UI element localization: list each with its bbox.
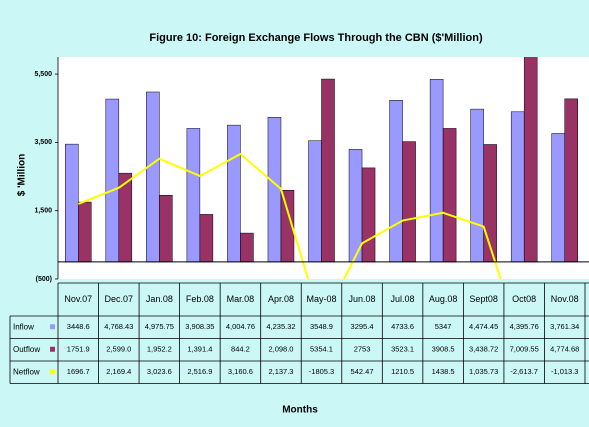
table-value: 3,023.6 [147, 367, 172, 376]
bar [564, 98, 578, 263]
table-value: 542.47 [351, 367, 374, 376]
bar [78, 201, 92, 263]
bar [551, 133, 565, 263]
bar [240, 232, 254, 263]
bar [65, 143, 79, 263]
bar [510, 111, 525, 263]
table-value: 4733.6 [391, 322, 414, 331]
x-tick-label: Jul.08 [391, 294, 415, 304]
table-value: 3448.6 [67, 322, 90, 331]
x-axis-title: Months [282, 405, 318, 416]
table-value: 4,768.43 [104, 322, 133, 331]
table-value: 1,035.73 [469, 367, 498, 376]
x-tick-label: Oct08 [512, 294, 536, 304]
table-value: 1751.9 [67, 345, 90, 354]
table-value: 2,169.4 [106, 367, 131, 376]
x-tick-label: Feb.08 [186, 294, 214, 304]
legend-label: Netflow [13, 367, 40, 376]
y-tick-label: (500) [36, 276, 52, 283]
bar [523, 57, 538, 263]
bar [442, 128, 457, 263]
table-value: 4,395.76 [510, 322, 539, 331]
x-tick-label: Aug.08 [429, 294, 458, 304]
table-value: 3,160.6 [228, 367, 253, 376]
table-value: 1696.7 [67, 367, 90, 376]
legend-key [50, 346, 55, 352]
legend-key [50, 324, 55, 330]
bar [308, 140, 322, 263]
table-value: 1,952.2 [147, 345, 172, 354]
table-value: 3,438.72 [469, 345, 498, 354]
x-tick-label: Jan.08 [146, 294, 173, 304]
table-value: 2,098.0 [268, 345, 293, 354]
bar [361, 167, 376, 263]
table-value: 2753 [354, 345, 371, 354]
table-value: 5347 [435, 322, 452, 331]
line [77, 152, 502, 279]
table-value: 3523.1 [391, 345, 414, 354]
y-tick-label: 1,500 [34, 208, 52, 215]
x-tick-label: Jun.08 [349, 294, 376, 304]
x-tick-label: Apr.08 [268, 294, 294, 304]
table-value: 844.2 [231, 345, 250, 354]
bar [429, 79, 444, 263]
table-value: 4,004.76 [226, 322, 255, 331]
bar [470, 108, 484, 263]
table-value: 2,137.3 [268, 367, 293, 376]
y-tick-label: 3,500 [34, 139, 52, 146]
bar [146, 91, 160, 263]
x-tick-label: Dec.07 [105, 294, 134, 304]
table-value: -2,613.7 [510, 367, 538, 376]
table-value: 4,235.32 [266, 322, 295, 331]
y-axis-title: $ 'Million [17, 154, 28, 196]
x-tick-label: May-08 [306, 294, 336, 304]
table-value: 4,774.68 [550, 345, 579, 354]
table-value: 3908.5 [432, 345, 455, 354]
table-value: 2,516.9 [187, 367, 212, 376]
bar [105, 98, 120, 263]
table-value: 7,009.55 [510, 345, 539, 354]
table-value: 4,975.75 [145, 322, 174, 331]
table-value: 2,599.0 [106, 345, 131, 354]
bar [402, 141, 416, 263]
bar [267, 117, 282, 263]
plot [65, 57, 578, 279]
legend-label: Outflow [13, 345, 40, 354]
x-tick-label: Sept08 [469, 294, 498, 304]
table-value: 5354.1 [310, 345, 333, 354]
legend-key [50, 369, 55, 375]
legend-label: Inflow [13, 322, 34, 331]
bar [389, 100, 403, 263]
bar [321, 78, 335, 263]
table-value: 3,761.34 [550, 322, 579, 331]
table-value: 3,908.35 [185, 322, 214, 331]
bar [186, 128, 201, 263]
table-value: 4,474.45 [469, 322, 498, 331]
table-value: 1438.5 [432, 367, 455, 376]
x-tick-label: Mar.08 [227, 294, 255, 304]
bar [199, 214, 214, 263]
chart-title: Figure 10: Foreign Exchange Flows Throug… [149, 32, 483, 44]
y-tick-label: 5,500 [34, 71, 52, 78]
table-value: -1,013.3 [551, 367, 579, 376]
table-value: -1805.3 [309, 367, 334, 376]
x-tick-label: Nov.07 [64, 294, 92, 304]
table-value: 3295.4 [351, 322, 374, 331]
bar [159, 194, 173, 263]
table-value: 1210.5 [391, 367, 414, 376]
table-value: 3548.9 [310, 322, 333, 331]
x-tick-label: Nov.08 [551, 294, 579, 304]
bar [227, 124, 241, 263]
table-value: 1,391.4 [187, 345, 212, 354]
